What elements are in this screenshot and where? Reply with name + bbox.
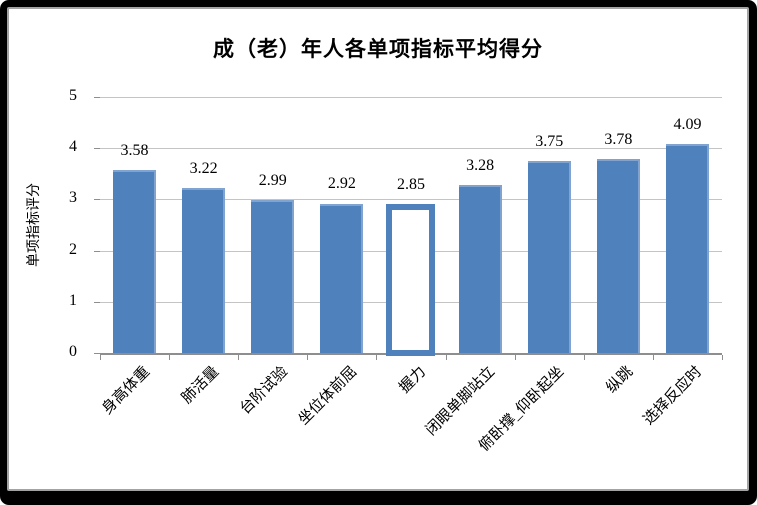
x-axis-tick [100, 355, 101, 360]
bar[interactable] [527, 161, 571, 353]
y-axis-tick [94, 250, 100, 252]
bar-value-label: 3.22 [189, 160, 218, 178]
bar[interactable] [320, 203, 364, 353]
y-tick-label: 2 [69, 240, 77, 258]
bar[interactable] [182, 188, 226, 353]
gridline [100, 148, 722, 150]
y-tick-label: 0 [69, 343, 77, 360]
bar-value-label: 3.28 [466, 157, 495, 175]
bar-slot [584, 97, 653, 353]
bar-value-label: 3.75 [535, 133, 564, 150]
x-axis-tick [376, 355, 378, 360]
plot-area [94, 97, 723, 360]
bar-value-label: 2.92 [327, 175, 356, 193]
bar-slot [515, 97, 584, 353]
bar-value-label: 2.99 [258, 171, 287, 189]
bar-value-label: 3.58 [120, 141, 149, 159]
x-axis-tick [445, 355, 447, 360]
bar-value-label: 4.09 [673, 115, 702, 133]
x-axis-tick [238, 355, 240, 360]
x-axis-tick [583, 355, 585, 360]
bar-slot [653, 97, 722, 353]
x-axis-tick [169, 355, 171, 360]
x-axis-tick [514, 355, 516, 360]
gridline [100, 199, 722, 201]
bar-slot [238, 97, 307, 353]
chart-title: 成（老）年人各单项指标平均得分 [213, 38, 543, 61]
bar[interactable] [665, 143, 709, 353]
x-axis-tick [307, 355, 309, 360]
bar-value-label: 2.85 [397, 176, 425, 194]
y-axis-tick [94, 199, 100, 201]
x-axis-tick [652, 355, 654, 360]
bar-slot [446, 97, 515, 353]
bar[interactable] [113, 169, 157, 353]
bar-value-label: 3.78 [604, 131, 633, 149]
bar[interactable] [458, 185, 502, 353]
y-axis-tick [94, 148, 100, 150]
bar-slot [307, 97, 376, 353]
bar[interactable] [596, 159, 640, 353]
y-axis-tick [94, 301, 100, 303]
y-axis-tick [94, 97, 100, 98]
bar-slot [169, 97, 238, 353]
y-axis-tick [94, 353, 100, 354]
bar-slot [376, 97, 445, 356]
y-tick-label: 5 [69, 87, 77, 104]
gridline [100, 97, 722, 98]
bar-highlighted[interactable] [386, 204, 436, 356]
y-tick-label: 4 [69, 138, 77, 156]
bar-chart: 成（老）年人各单项指标平均得分 单项指标评分 0 1 2 3 4 5 3.58 身高体重 3.2… [7, 7, 749, 491]
bar-slot [100, 97, 169, 353]
y-tick-label: 3 [69, 189, 77, 207]
bar[interactable] [251, 199, 295, 353]
y-tick-label: 1 [69, 291, 77, 309]
x-axis-tick [722, 355, 723, 360]
category-label: 身高体重 [98, 363, 153, 418]
